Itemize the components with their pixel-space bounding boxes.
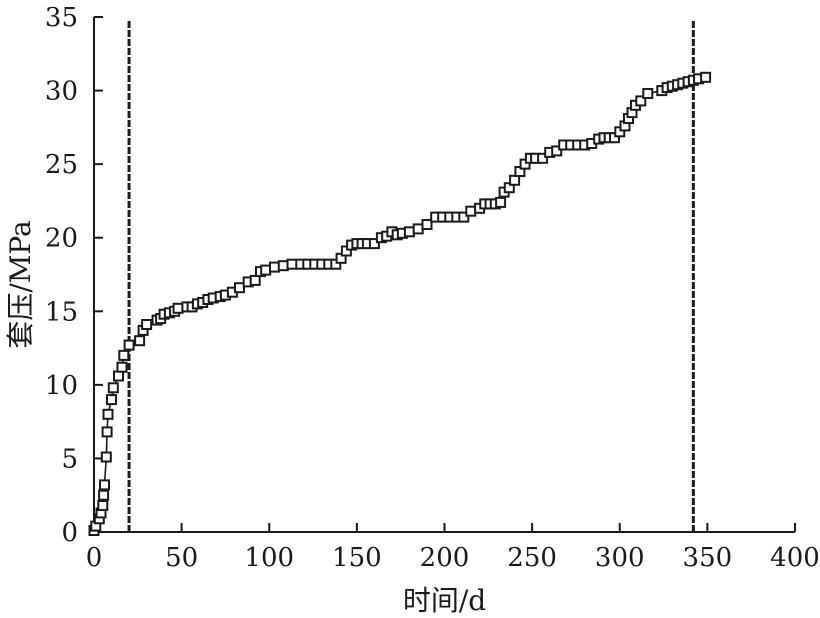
data-point-marker (123, 339, 135, 351)
x-tick-label: 300 (595, 543, 645, 573)
data-point-marker (172, 302, 184, 314)
data-point-marker (421, 219, 433, 230)
x-axis-title: 时间/d (403, 584, 486, 617)
x-tick-label: 100 (244, 543, 294, 573)
data-point-marker (277, 260, 289, 272)
data-point-marker (134, 335, 146, 347)
data-point-marker (118, 349, 130, 361)
x-tick-label: 50 (165, 543, 198, 573)
data-point-marker (100, 451, 112, 463)
data-series (88, 71, 712, 536)
data-point-marker (412, 223, 424, 235)
y-tick-label: 10 (45, 371, 78, 401)
data-point-marker (551, 145, 563, 157)
data-point-marker (141, 319, 153, 330)
data-point-marker (403, 226, 415, 238)
y-tick-label: 15 (45, 297, 78, 327)
y-tick-label: 30 (45, 77, 78, 107)
data-point-marker (495, 196, 507, 208)
data-point-marker (106, 394, 117, 406)
x-tick-label: 250 (507, 543, 557, 573)
data-point-marker (99, 479, 110, 491)
x-tick-label: 0 (86, 543, 103, 573)
data-point-marker (458, 211, 470, 223)
data-point-marker (249, 274, 261, 286)
data-point-marker (465, 205, 477, 217)
x-tick-label: 400 (770, 543, 820, 573)
data-point-marker (113, 370, 124, 382)
y-tick-label: 5 (61, 444, 78, 474)
data-point-marker (102, 408, 114, 420)
data-point-marker (537, 152, 549, 164)
data-point-marker (286, 258, 298, 270)
data-point-marker (97, 500, 109, 511)
data-point-marker (101, 426, 113, 438)
data-point-marker (107, 382, 119, 394)
reference-lines (127, 21, 695, 532)
data-point-marker (269, 261, 280, 273)
y-axis-title: 套压/MPa (4, 220, 37, 348)
data-point-marker (234, 282, 245, 294)
x-tick-label: 350 (683, 543, 733, 573)
data-point-marker (642, 88, 654, 99)
data-point-marker (700, 71, 712, 83)
data-point-marker (368, 238, 380, 250)
x-tick-label: 150 (332, 543, 382, 573)
y-tick-label: 0 (61, 518, 78, 548)
x-tick-label: 200 (420, 543, 470, 573)
data-point-marker (635, 95, 647, 107)
y-tick-label: 25 (45, 150, 78, 180)
y-tick-label: 35 (45, 3, 78, 33)
data-point-marker (116, 361, 128, 373)
data-point-marker (98, 489, 110, 501)
data-point-marker (260, 264, 272, 276)
data-point-marker (509, 174, 521, 186)
y-tick-label: 20 (45, 224, 78, 254)
